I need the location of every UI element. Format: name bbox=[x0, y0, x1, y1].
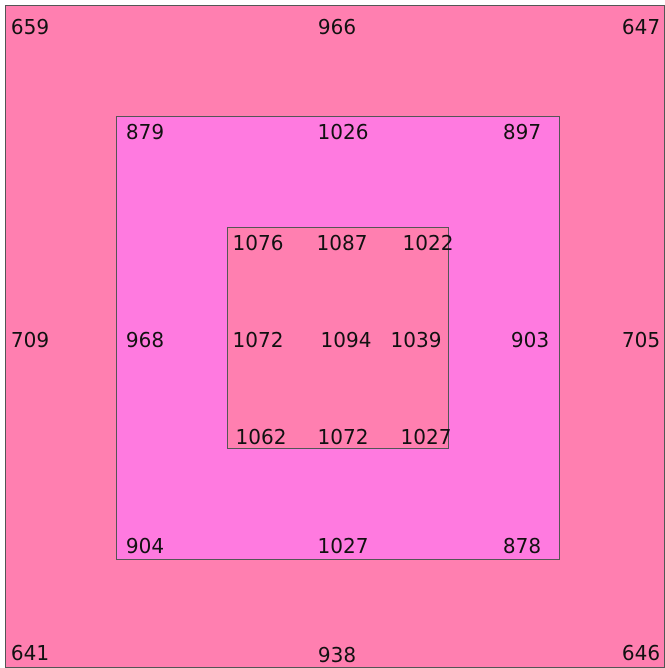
outer-middle-left-value: 709 bbox=[10, 328, 50, 352]
middle-middle-right-value: 903 bbox=[510, 328, 550, 352]
inner-top-right-value: 1022 bbox=[402, 231, 454, 255]
middle-top-left-value: 879 bbox=[125, 120, 165, 144]
outer-top-center-value: 966 bbox=[317, 15, 357, 39]
inner-bottom-left-value: 1062 bbox=[235, 425, 287, 449]
middle-bottom-center-value: 1027 bbox=[317, 534, 369, 558]
outer-top-left-value: 659 bbox=[10, 15, 50, 39]
inner-bottom-center-value: 1072 bbox=[317, 425, 369, 449]
outer-middle-right-value: 705 bbox=[621, 328, 661, 352]
inner-square bbox=[227, 227, 449, 449]
inner-center-value: 1094 bbox=[320, 328, 372, 352]
outer-bottom-left-value: 641 bbox=[10, 641, 50, 665]
middle-bottom-right-value: 878 bbox=[502, 534, 542, 558]
middle-top-center-value: 1026 bbox=[317, 120, 369, 144]
middle-top-right-value: 897 bbox=[502, 120, 542, 144]
outer-top-right-value: 647 bbox=[621, 15, 661, 39]
middle-bottom-left-value: 904 bbox=[125, 534, 165, 558]
outer-bottom-center-value: 938 bbox=[317, 643, 357, 667]
inner-middle-left-value: 1072 bbox=[232, 328, 284, 352]
outer-bottom-right-value: 646 bbox=[621, 641, 661, 665]
middle-middle-left-value: 968 bbox=[125, 328, 165, 352]
inner-top-center-value: 1087 bbox=[316, 231, 368, 255]
inner-bottom-right-value: 1027 bbox=[400, 425, 452, 449]
inner-top-left-value: 1076 bbox=[232, 231, 284, 255]
inner-middle-right-value: 1039 bbox=[390, 328, 442, 352]
